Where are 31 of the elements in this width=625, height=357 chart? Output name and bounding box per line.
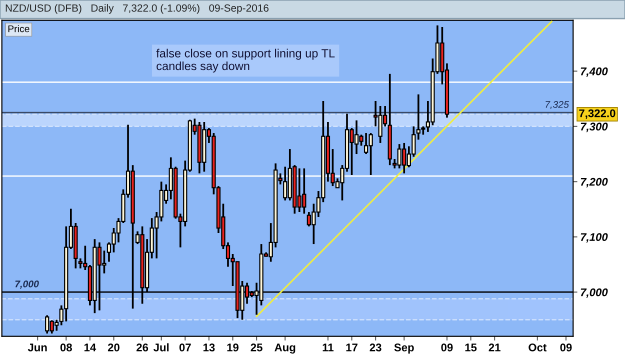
annotation: Price <box>8 25 30 32</box>
x-tick-label: 19 <box>227 344 239 352</box>
ref-line-label: 7,325 <box>546 101 569 110</box>
x-tick-label: 14 <box>84 344 96 352</box>
x-tick-label: Oct <box>528 344 547 352</box>
x-tick-label: 09 <box>560 344 572 352</box>
x-tick-label: 25 <box>250 344 262 352</box>
x-tick-label: 07 <box>179 344 191 352</box>
x-tick-label: 26 <box>136 344 148 352</box>
y-tick-label: 7,100 <box>580 233 608 243</box>
annotation: false close on support lining up TL candles say down <box>156 48 335 73</box>
y-tick-label: 7,000 <box>580 288 608 298</box>
x-tick-label: Aug <box>274 344 296 354</box>
chart-title: NZD/USD (DFB) Daily 7,322.0 (-1.09%) 09-Sep-2016 <box>6 4 269 14</box>
x-tick-label: 09 <box>441 344 453 352</box>
y-tick-label: 7,300 <box>580 122 608 132</box>
ref-line-label: 7,000 <box>15 280 39 289</box>
x-tick-label: 17 <box>346 344 358 352</box>
x-tick-label: 21 <box>488 344 500 352</box>
x-tick-label: 15 <box>465 344 477 352</box>
x-tick-label: 11 <box>322 344 334 352</box>
y-tick-label: 7,400 <box>580 67 608 77</box>
x-tick-label: 20 <box>108 344 120 352</box>
x-tick-label: Sep <box>394 344 414 354</box>
x-tick-label: 23 <box>370 344 382 352</box>
x-tick-label: Jul <box>153 343 169 352</box>
x-tick-label: 13 <box>203 344 215 352</box>
text: 7,322.0 <box>579 109 616 119</box>
x-tick-label: Jun <box>28 344 47 352</box>
x-tick-label: 08 <box>60 344 72 352</box>
y-tick-label: 7,200 <box>580 178 608 188</box>
